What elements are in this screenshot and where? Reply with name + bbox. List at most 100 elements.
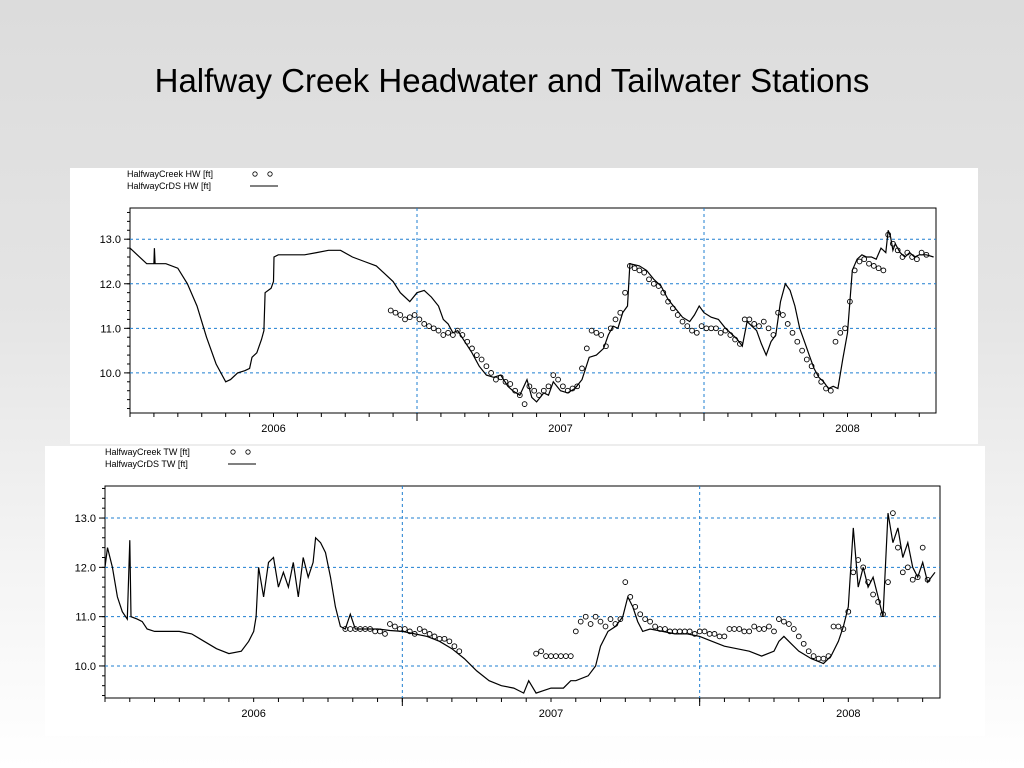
top-data-point <box>507 381 514 387</box>
bottom-data-point <box>721 633 728 640</box>
bottom-data-point <box>835 623 842 630</box>
top-data-point <box>435 327 442 334</box>
bottom-data-point <box>890 510 896 516</box>
top-data-point <box>842 325 848 332</box>
top-data-point <box>483 363 490 370</box>
top-data-point <box>780 312 786 318</box>
top-data-point <box>914 256 920 263</box>
bottom-legend-marker-swatch <box>230 449 236 455</box>
top-data-point <box>406 314 413 321</box>
bottom-data-point <box>577 618 584 625</box>
top-data-point <box>693 329 700 336</box>
bottom-data-point <box>761 626 767 632</box>
top-data-point <box>545 383 552 390</box>
top-data-point <box>837 329 844 336</box>
top-data-point <box>598 332 605 338</box>
tailwater-chart: 10.0 11.0 12.0 13.0 2006 2007 2008 HalfwayCreek… <box>75 447 941 720</box>
top-data-point <box>861 256 868 263</box>
top-legend-label: HalfwayCrDS HW [ft] <box>127 181 211 191</box>
bottom-data-point <box>790 626 797 632</box>
top-data-point <box>746 316 753 323</box>
bottom-data-point <box>795 633 802 640</box>
top-data-point <box>488 370 494 376</box>
top-data-point <box>756 323 762 329</box>
bottom-data-point <box>686 628 693 635</box>
top-data-point <box>445 329 451 336</box>
top-data-point <box>387 307 394 314</box>
bottom-data-point <box>706 631 713 637</box>
top-data-point <box>430 325 437 332</box>
bottom-y-tick-label: 13.0 <box>75 513 96 525</box>
bottom-data-point <box>421 628 428 635</box>
top-data-point <box>646 276 652 283</box>
top-y-tick-label: 10.0 <box>100 368 121 380</box>
top-data-point <box>593 329 600 336</box>
bottom-data-point <box>446 638 453 645</box>
bottom-data-point <box>681 628 688 635</box>
bottom-data-point <box>582 613 589 620</box>
top-series-line <box>130 230 934 403</box>
top-data-point <box>583 345 590 352</box>
top-y-tick-label: 13.0 <box>100 234 121 246</box>
top-x-tick-label: 2006 <box>261 423 285 435</box>
bottom-data-point <box>751 623 758 630</box>
top-data-point <box>856 258 863 265</box>
bottom-data-point <box>607 616 614 622</box>
top-data-point <box>880 267 887 274</box>
bottom-data-point <box>553 653 559 659</box>
bottom-data-point <box>426 631 433 637</box>
bottom-data-point <box>741 628 748 635</box>
top-data-point <box>689 327 695 334</box>
top-data-point <box>397 312 404 318</box>
bottom-plot-frame <box>104 485 941 699</box>
bottom-x-tick-label: 2006 <box>241 708 265 720</box>
top-data-point <box>684 323 691 329</box>
bottom-data-point <box>701 628 708 635</box>
bottom-data-point <box>416 626 423 632</box>
top-data-point <box>612 316 619 323</box>
bottom-data-point <box>776 616 782 622</box>
top-data-point <box>421 321 428 327</box>
bottom-data-point <box>830 623 837 630</box>
bottom-data-point <box>711 631 718 637</box>
bottom-data-point <box>572 628 579 635</box>
bottom-data-point <box>885 579 891 585</box>
bottom-y-tick-label: 11.0 <box>75 612 96 624</box>
bottom-data-point <box>676 628 683 635</box>
bottom-data-point <box>543 653 549 659</box>
headwater-chart-panel: 10.0 11.0 12.0 13.0 2006 2007 2008 HalfwayCreek… <box>70 168 978 444</box>
bottom-data-point <box>456 648 463 655</box>
top-data-point <box>713 325 719 332</box>
top-data-point <box>641 269 648 276</box>
top-data-point <box>411 312 418 318</box>
bottom-data-point <box>652 623 658 630</box>
top-data-point <box>799 347 805 354</box>
bottom-data-point <box>382 631 388 637</box>
top-y-tick-label: 11.0 <box>100 323 121 335</box>
top-data-point <box>402 316 408 323</box>
bottom-data-point <box>622 579 629 585</box>
bottom-data-point <box>642 616 648 622</box>
bottom-data-point <box>602 623 609 630</box>
top-data-point <box>521 401 528 407</box>
bottom-data-point <box>904 564 911 571</box>
top-data-point <box>794 338 801 345</box>
top-x-tick-label: 2007 <box>548 423 572 435</box>
bottom-data-point <box>850 569 857 576</box>
top-data-point <box>832 338 839 345</box>
bottom-data-point <box>899 569 906 576</box>
slide-title: Halfway Creek Headwater and Tailwater St… <box>154 62 870 99</box>
bottom-data-point <box>820 655 827 662</box>
bottom-data-point <box>401 626 408 632</box>
bottom-data-point <box>746 628 753 635</box>
top-data-point <box>531 387 538 394</box>
bottom-data-point <box>533 650 539 657</box>
bottom-data-point <box>662 626 668 632</box>
bottom-data-point <box>558 653 564 659</box>
bottom-data-point <box>736 626 743 632</box>
top-data-point <box>708 325 715 332</box>
top-legend-marker-swatch <box>267 171 273 177</box>
top-legend-marker-swatch <box>252 171 258 177</box>
bottom-data-point <box>372 628 378 635</box>
top-data-point <box>636 267 643 274</box>
